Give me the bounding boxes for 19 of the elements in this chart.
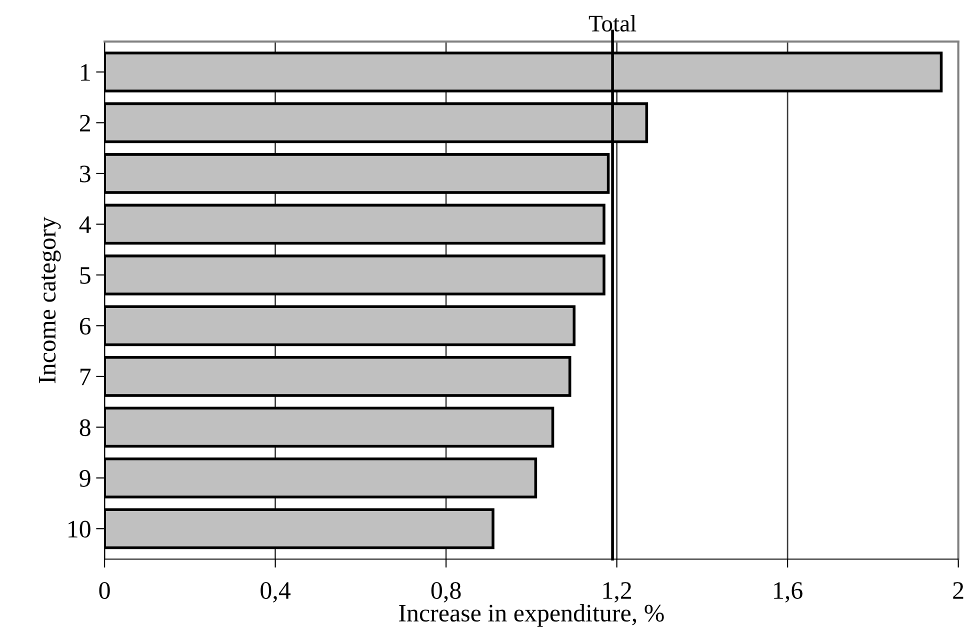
- ref-line-label: Total: [588, 14, 636, 32]
- y-tick-label: 10: [68, 520, 90, 538]
- y-tick-label: 5: [80, 267, 90, 284]
- y-tick-label: 3: [80, 166, 90, 182]
- y-tick-label: 4: [79, 216, 91, 233]
- x-tick-label: 2: [953, 582, 964, 599]
- y-axis-title: Income category: [39, 216, 61, 384]
- x-tick-label: 0,8: [431, 582, 461, 603]
- y-tick-label: 9: [80, 470, 90, 487]
- x-axis-title: Increase in expenditure, %: [399, 604, 664, 627]
- y-tick-label: 8: [80, 419, 90, 436]
- x-tick-label: 1,6: [774, 582, 802, 603]
- y-tick-label: 1: [81, 64, 90, 81]
- x-tick-label: 0: [99, 582, 110, 599]
- y-tick-label: 2: [80, 114, 90, 132]
- y-tick-label: 6: [80, 318, 91, 335]
- x-tick-label: 1,2: [603, 582, 632, 603]
- y-tick-label: 7: [80, 368, 91, 386]
- x-tick-label: 0,4: [260, 582, 291, 603]
